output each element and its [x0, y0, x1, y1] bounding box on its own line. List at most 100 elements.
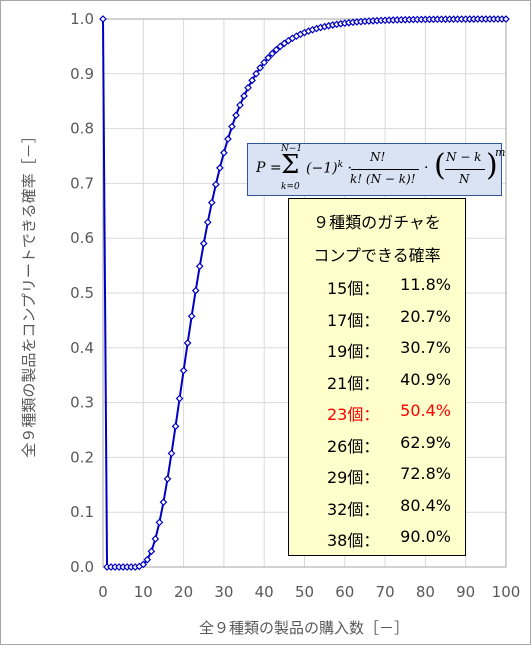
formula-ratio-bar — [445, 169, 485, 170]
formula-binomial-den: k! (N − k)! — [350, 172, 416, 186]
y-tick-label: 0.3 — [70, 394, 94, 412]
x-tick-label: 100 — [492, 583, 521, 601]
formula-box: P = N−1 Σ k=0 (−1)k · N! k! (N − k)! · (… — [247, 143, 506, 196]
row-probability: 20.7% — [400, 306, 451, 326]
data-point — [236, 101, 244, 109]
row-count: 23個： — [327, 405, 380, 424]
formula-sigma: Σ — [281, 150, 300, 180]
data-point — [207, 198, 216, 207]
row-probability: 50.4% — [400, 401, 451, 420]
x-tick-label: 80 — [416, 583, 435, 601]
data-point — [167, 449, 176, 458]
row-count: 15個： — [327, 279, 380, 298]
y-axis-title: 全９種類の製品をコンプリートできる確率［－］ — [20, 128, 38, 457]
y-tick-label: 0.0 — [70, 558, 94, 576]
x-tick-label: 0 — [98, 583, 108, 601]
row-count: 19個： — [327, 342, 380, 361]
x-tick-label: 30 — [214, 583, 233, 601]
data-point — [240, 92, 248, 100]
data-point — [502, 15, 510, 23]
row-count: 26個： — [327, 436, 380, 456]
data-point — [179, 366, 188, 375]
y-tick-label: 0.1 — [70, 503, 94, 521]
probability-table: ９種類のガチャを コンプできる確率 15個： 11.8% 17個： 20.7% 19個：… — [288, 198, 466, 556]
data-point — [171, 422, 180, 431]
row-probability: 72.8% — [400, 464, 451, 483]
row-count: 32個： — [327, 499, 380, 519]
data-point — [256, 63, 265, 72]
row-count: 29個： — [327, 468, 380, 487]
data-point — [163, 475, 172, 483]
plot-area-border — [102, 18, 507, 568]
data-point — [260, 58, 269, 67]
formula-paren-right: ) — [486, 148, 498, 183]
data-point — [211, 180, 220, 189]
formula-sum-lower: k=0 — [281, 182, 300, 192]
row-probability: 90.0% — [400, 527, 451, 546]
row-probability: 11.8% — [400, 275, 451, 294]
data-point — [220, 148, 228, 157]
formula-ratio-num: N − k — [446, 150, 482, 164]
formula-sum-upper: N−1 — [281, 144, 303, 154]
data-point — [183, 339, 192, 347]
table-row: 26個： 62.9% — [289, 433, 465, 463]
table-row: 32個： 80.4% — [289, 496, 465, 526]
y-tick-label: 0.6 — [70, 229, 94, 247]
row-probability: 40.9% — [400, 369, 451, 389]
series-layer — [99, 15, 510, 571]
data-point — [252, 69, 260, 78]
row-count: 38個： — [327, 531, 380, 550]
data-point — [268, 49, 277, 58]
data-point — [248, 76, 256, 85]
formula-exponent: m — [495, 146, 506, 159]
x-tick-label: 90 — [456, 583, 475, 601]
table-row: 21個： 40.9% — [289, 370, 465, 400]
table-row: 38個： 90.0% — [289, 527, 465, 557]
formula-paren-left: ( — [434, 148, 446, 183]
data-point — [139, 560, 148, 569]
y-tick-label: 0.7 — [70, 174, 94, 192]
data-point — [175, 394, 184, 403]
formula-ratio-den: N — [459, 172, 470, 186]
tick-layer: 0 10 20 30 40 50 60 70 80 90 100 0.0 0.1 0.2 0.3 0.4 0.5… — [70, 10, 520, 601]
x-axis-title: 全９種類の製品の購入数［－］ — [199, 619, 409, 637]
table-row: 15個： 11.8% — [289, 275, 465, 305]
y-tick-label: 0.9 — [70, 65, 94, 83]
data-point — [159, 498, 168, 507]
formula-sign-term: (−1)k · — [306, 160, 352, 177]
x-tick-label: 40 — [255, 583, 274, 601]
y-tick-label: 0.8 — [70, 120, 94, 138]
data-point — [276, 42, 285, 51]
formula-dot: · — [424, 160, 429, 176]
table-row: 19個： 30.7% — [289, 338, 465, 368]
x-tick-label: 50 — [295, 583, 314, 601]
data-point — [228, 122, 236, 131]
row-probability: 30.7% — [400, 338, 451, 357]
data-point — [272, 45, 281, 54]
table-title-line1: ９種類のガチャを — [313, 213, 441, 232]
data-point — [151, 535, 160, 543]
data-point — [199, 239, 208, 248]
data-point — [195, 262, 204, 271]
data-point — [191, 286, 200, 295]
data-point — [99, 15, 107, 23]
x-tick-label: 20 — [174, 583, 193, 601]
x-tick-label: 70 — [376, 583, 395, 601]
data-point — [203, 218, 212, 227]
data-point — [224, 135, 232, 143]
data-point — [232, 111, 240, 120]
y-tick-label: 0.5 — [70, 284, 94, 302]
x-tick-label: 10 — [134, 583, 153, 601]
x-tick-label: 60 — [335, 583, 354, 601]
row-count: 21個： — [327, 373, 380, 393]
data-point — [155, 518, 164, 527]
data-point — [216, 164, 224, 172]
table-row: 29個： 72.8% — [289, 464, 465, 494]
data-point — [244, 83, 252, 92]
formula-binomial-num: N! — [370, 150, 386, 164]
table-title-line2: コンプできる確率 — [313, 246, 441, 265]
y-tick-label: 1.0 — [70, 10, 94, 28]
formula-lhs: P = — [256, 160, 282, 176]
row-count: 17個： — [327, 310, 380, 330]
